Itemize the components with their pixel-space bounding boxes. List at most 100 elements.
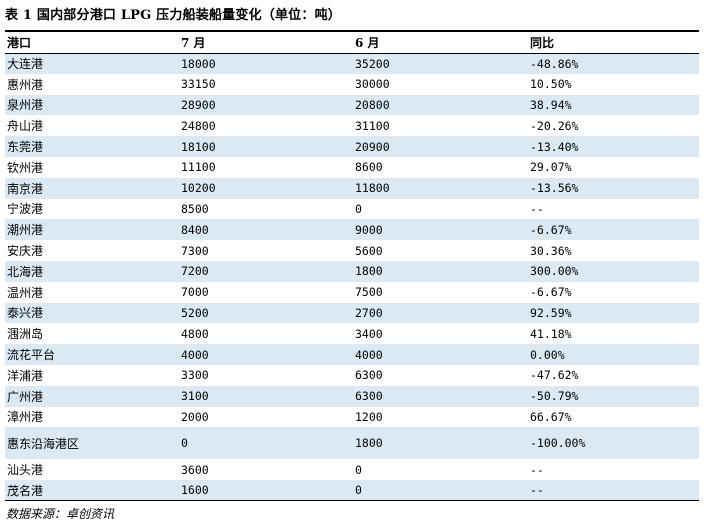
- july-cell: 18100: [181, 139, 216, 154]
- change-cell: 30.36%: [530, 243, 572, 258]
- table-row: 安庆港 7300 5600 30.36%: [5, 240, 699, 261]
- table-row: 温州港 7000 7500 -6.67%: [5, 282, 699, 303]
- july-cell: 2000: [181, 409, 209, 424]
- change-cell: -100.00%: [530, 436, 586, 451]
- june-cell: 5600: [355, 243, 383, 258]
- port-cell: 宁波港: [7, 202, 44, 217]
- table-row: 南京港 10200 11800 -13.56%: [5, 177, 699, 199]
- port-cell: 泉州港: [7, 98, 44, 113]
- table-row: 泉州港 28900 20800 38.94%: [5, 94, 699, 116]
- port-cell: 大连港: [7, 57, 44, 72]
- june-cell: 0: [355, 201, 362, 216]
- table-row: 涠洲岛 4800 3400 41.18%: [5, 323, 699, 344]
- change-cell: 300.00%: [530, 264, 579, 279]
- july-cell: 0: [181, 436, 188, 451]
- july-cell: 3100: [181, 389, 209, 404]
- table-row: 钦州港 11100 8600 29.07%: [5, 157, 699, 178]
- july-cell: 18000: [181, 56, 216, 71]
- change-cell: -20.26%: [530, 118, 579, 133]
- june-cell: 11800: [355, 181, 390, 196]
- june-cell: 30000: [355, 77, 390, 92]
- table-header-row: 港口 7 月 6 月 同比: [5, 31, 699, 53]
- july-cell: 24800: [181, 118, 216, 133]
- table-row: 洋浦港 3300 6300 -47.62%: [5, 365, 699, 386]
- june-cell: 9000: [355, 222, 383, 237]
- port-cell: 东莞港: [7, 140, 44, 155]
- port-cell: 广州港: [7, 389, 44, 404]
- july-cell: 3300: [181, 368, 209, 383]
- july-cell: 7200: [181, 264, 209, 279]
- table-row: 惠州港 33150 30000 10.50%: [5, 74, 699, 95]
- port-cell: 惠东沿海港区: [7, 436, 80, 451]
- change-cell: -48.86%: [530, 56, 579, 71]
- june-cell: 3400: [355, 326, 383, 341]
- change-cell: 10.50%: [530, 77, 572, 92]
- port-cell: 钦州港: [7, 160, 44, 175]
- table-row: 大连港 18000 35200 -48.86%: [5, 53, 699, 74]
- lpg-loading-table: 港口 7 月 6 月 同比 大连港 18000 35200 -48.86% 惠州…: [5, 30, 699, 501]
- july-cell: 1600: [181, 483, 209, 498]
- port-cell: 北海港: [7, 264, 44, 279]
- table-row: 漳州港 2000 1200 66.67%: [5, 407, 699, 428]
- change-cell: 29.07%: [530, 160, 572, 175]
- june-cell: 0: [355, 462, 362, 477]
- change-cell: --: [530, 483, 544, 498]
- change-cell: -6.67%: [530, 222, 572, 237]
- change-cell: -50.79%: [530, 389, 579, 404]
- june-cell: 8600: [355, 160, 383, 175]
- change-cell: -47.62%: [530, 368, 579, 383]
- port-cell: 洋浦港: [7, 368, 44, 383]
- table-row: 流花平台 4000 4000 0.00%: [5, 344, 699, 365]
- source-note: 数据来源：卓创资讯: [6, 507, 115, 521]
- port-cell: 涠洲岛: [7, 327, 44, 342]
- june-cell: 0: [355, 483, 362, 498]
- table-row: 广州港 3100 6300 -50.79%: [5, 385, 699, 407]
- port-cell: 安庆港: [7, 244, 44, 259]
- june-cell: 1800: [355, 264, 383, 279]
- july-cell: 4800: [181, 326, 209, 341]
- change-cell: 38.94%: [530, 97, 572, 112]
- change-cell: -6.67%: [530, 285, 572, 300]
- change-cell: --: [530, 462, 544, 477]
- june-cell: 6300: [355, 368, 383, 383]
- june-cell: 1800: [355, 436, 383, 451]
- header-july: 7 月: [181, 35, 206, 50]
- table-row: 宁波港 8500 0 --: [5, 199, 699, 220]
- july-cell: 7000: [181, 285, 209, 300]
- change-cell: -13.56%: [530, 181, 579, 196]
- june-cell: 7500: [355, 285, 383, 300]
- july-cell: 7300: [181, 243, 209, 258]
- port-cell: 舟山港: [7, 119, 44, 134]
- table-row: 舟山港 24800 31100 -20.26%: [5, 115, 699, 136]
- table-row: 东莞港 18100 20900 -13.40%: [5, 136, 699, 157]
- change-cell: -13.40%: [530, 139, 579, 154]
- table-row: 泰兴港 5200 2700 92.59%: [5, 302, 699, 324]
- port-cell: 南京港: [7, 181, 44, 196]
- june-cell: 4000: [355, 347, 383, 362]
- header-june: 6 月: [355, 35, 380, 50]
- port-cell: 漳州港: [7, 410, 44, 425]
- table-row: 北海港 7200 1800 300.00%: [5, 260, 699, 282]
- table-row: 潮州港 8400 9000 -6.67%: [5, 219, 699, 241]
- port-cell: 惠州港: [7, 77, 44, 92]
- change-cell: 41.18%: [530, 326, 572, 341]
- table-row: 惠东沿海港区 0 1800 -100.00%: [5, 427, 699, 460]
- july-cell: 33150: [181, 77, 216, 92]
- header-change: 同比: [530, 35, 555, 50]
- june-cell: 20900: [355, 139, 390, 154]
- july-cell: 11100: [181, 160, 216, 175]
- port-cell: 汕头港: [7, 463, 44, 478]
- june-cell: 31100: [355, 118, 390, 133]
- june-cell: 6300: [355, 389, 383, 404]
- change-cell: --: [530, 201, 544, 216]
- july-cell: 28900: [181, 97, 216, 112]
- july-cell: 8500: [181, 201, 209, 216]
- port-cell: 潮州港: [7, 223, 44, 238]
- change-cell: 0.00%: [530, 347, 565, 362]
- july-cell: 10200: [181, 181, 216, 196]
- july-cell: 5200: [181, 305, 209, 320]
- table-row: 茂名港 1600 0 --: [5, 480, 699, 501]
- port-cell: 泰兴港: [7, 306, 44, 321]
- july-cell: 3600: [181, 462, 209, 477]
- port-cell: 温州港: [7, 285, 44, 300]
